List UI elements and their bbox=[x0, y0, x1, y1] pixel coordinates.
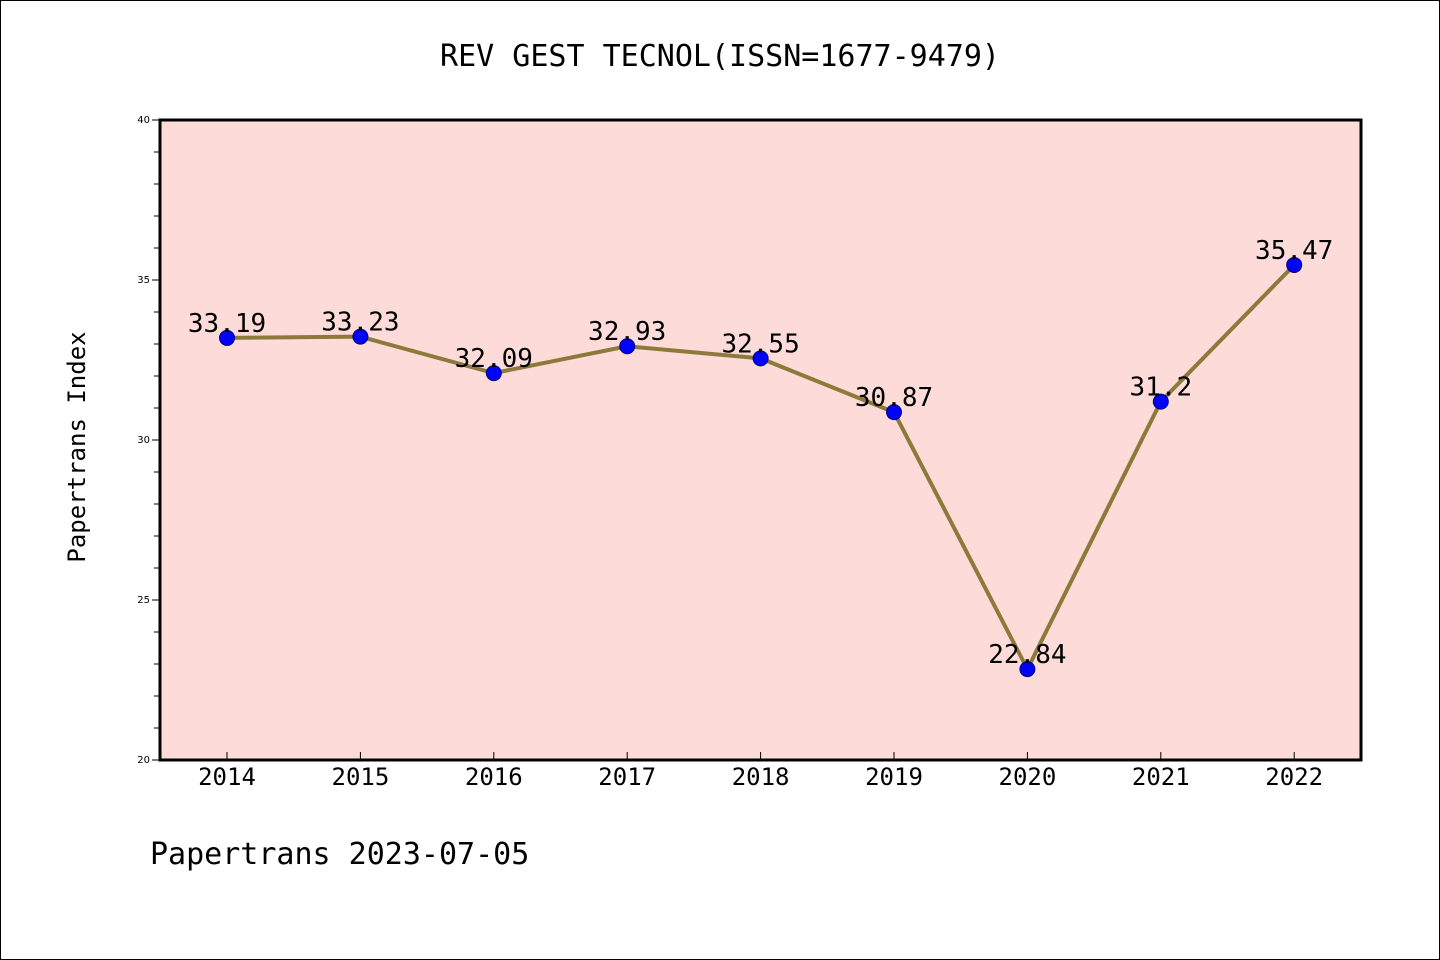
y-tick-label: 25 bbox=[137, 595, 150, 606]
y-tick-label: 35 bbox=[137, 275, 150, 286]
x-tick-label: 2017 bbox=[598, 763, 656, 791]
x-tick-label: 2021 bbox=[1132, 763, 1190, 791]
data-label: 32.09 bbox=[455, 344, 533, 374]
data-label: 33.23 bbox=[321, 308, 399, 338]
x-tick-label: 2015 bbox=[332, 763, 390, 791]
data-label: 31.2 bbox=[1129, 373, 1192, 403]
x-tick-label: 2018 bbox=[732, 763, 790, 791]
x-tick-label: 2016 bbox=[465, 763, 523, 791]
y-axis: 20 25 30 35 40 bbox=[137, 115, 160, 766]
plot-area bbox=[158, 118, 1363, 762]
data-point bbox=[619, 338, 636, 355]
data-label: 22.84 bbox=[988, 640, 1066, 670]
data-point bbox=[1286, 256, 1303, 273]
data-label: 33.19 bbox=[188, 309, 266, 339]
y-tick-label: 30 bbox=[137, 435, 150, 446]
data-label: 35.47 bbox=[1255, 236, 1333, 266]
data-point bbox=[219, 329, 235, 346]
x-tick-label: 2020 bbox=[999, 763, 1057, 791]
data-point bbox=[1152, 393, 1169, 410]
data-point bbox=[886, 404, 902, 421]
x-axis: 2014 2015 2016 2017 2018 2019 2020 2021 2022 bbox=[198, 752, 1323, 791]
chart-title: REV GEST TECNOL(ISSN=1677-9479) bbox=[440, 39, 1000, 74]
data-point bbox=[752, 350, 769, 367]
footer-credit: Papertrans 2023-07-05 bbox=[150, 837, 529, 872]
data-label: 30.87 bbox=[855, 383, 933, 413]
data-point bbox=[1019, 661, 1036, 678]
x-tick-label: 2014 bbox=[198, 763, 256, 791]
data-label: 32.55 bbox=[721, 329, 799, 359]
y-tick-label: 20 bbox=[137, 755, 150, 766]
y-axis-label: Papertrans Index bbox=[63, 331, 91, 562]
x-tick-label: 2022 bbox=[1265, 763, 1323, 791]
y-tick-label: 40 bbox=[137, 115, 150, 126]
data-point bbox=[485, 365, 502, 382]
x-tick-label: 2019 bbox=[865, 763, 923, 791]
data-point bbox=[352, 328, 369, 345]
series-group bbox=[219, 256, 1303, 678]
data-label: 32.93 bbox=[588, 317, 666, 347]
data-labels: 33.19 33.23 32.09 32.93 32.55 30.87 22.84 31.2 3… bbox=[188, 236, 1333, 670]
